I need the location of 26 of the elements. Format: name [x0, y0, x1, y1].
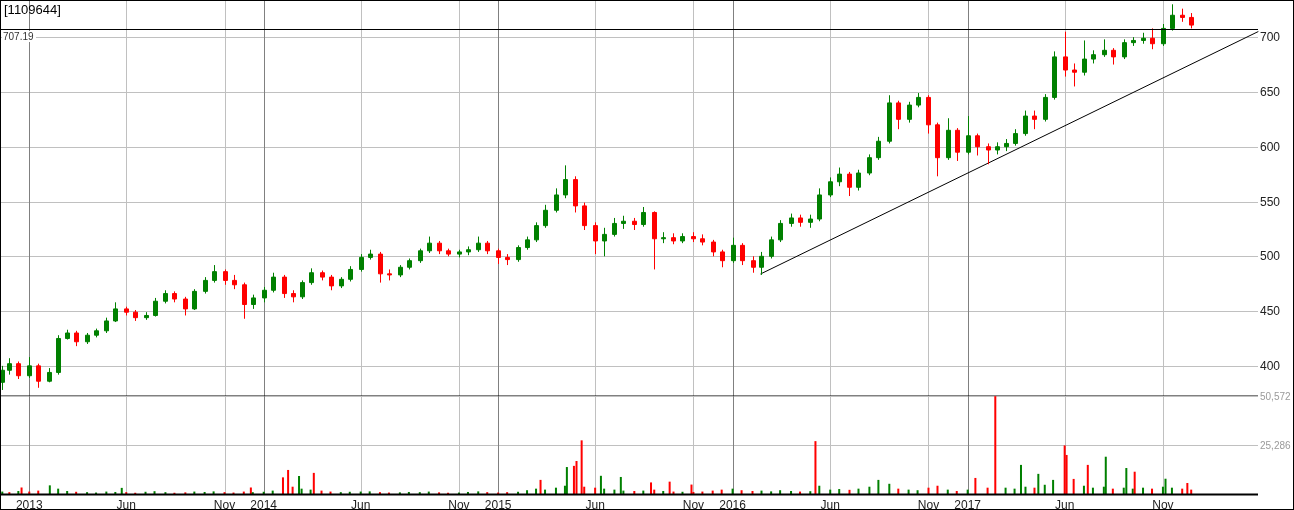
y-tick-label: 25,286 — [1260, 439, 1292, 451]
y-tick-label: 600 — [1260, 139, 1281, 154]
x-tick-label: 2016 — [719, 498, 747, 510]
x-tick-label: Nov — [682, 498, 705, 510]
y-tick-label: 650 — [1260, 84, 1281, 99]
y-tick-label: 450 — [1260, 304, 1281, 319]
y-tick-label: 700 — [1260, 30, 1281, 45]
x-tick-label: 2017 — [954, 498, 982, 510]
y-tick-label: 50,572 — [1260, 390, 1292, 402]
chart-title: [1109644] — [4, 2, 61, 17]
x-tick-label: Jun — [585, 498, 605, 510]
x-tick-label: Jun — [820, 498, 840, 510]
x-tick-label: Jun — [116, 498, 136, 510]
y-tick-label: 550 — [1260, 194, 1281, 209]
x-tick-label: Jun — [351, 498, 371, 510]
x-tick-label: Nov — [448, 498, 470, 510]
x-tick-label: Nov — [917, 498, 940, 510]
x-tick-label: 2013 — [15, 498, 43, 510]
x-tick-label: 2014 — [250, 498, 278, 510]
ref-line-label: 707.19 — [3, 31, 35, 42]
x-tick-label: Jun — [1054, 498, 1075, 510]
x-tick-label: 2015 — [484, 498, 512, 510]
y-tick-label: 400 — [1260, 358, 1281, 373]
y-tick-label: 500 — [1260, 249, 1281, 264]
x-tick-label: Nov — [213, 498, 236, 510]
x-tick-label: Nov — [1152, 498, 1174, 510]
